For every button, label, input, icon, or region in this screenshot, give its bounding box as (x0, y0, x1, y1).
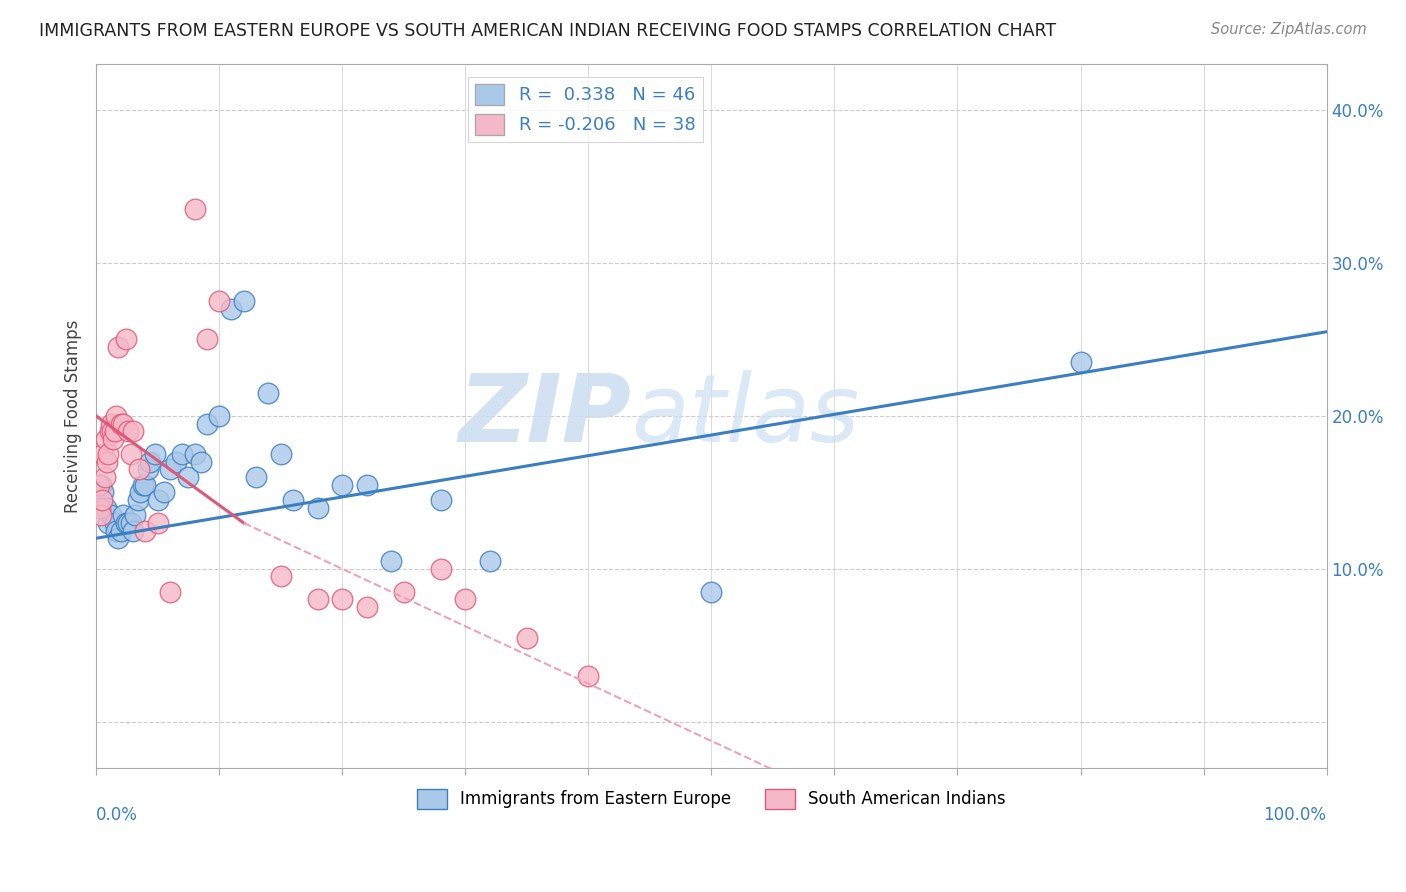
Point (112, 508, 135, 523)
Text: ZIP: ZIP (458, 370, 631, 462)
Point (87, 477, 110, 491)
Legend: R =  0.338   N = 46, R = -0.206   N = 38: R = 0.338 N = 46, R = -0.206 N = 38 (468, 77, 703, 142)
Point (101, 424, 124, 438)
Point (128, 462, 150, 476)
Point (195, 417, 218, 431)
Text: 0.0%: 0.0% (96, 806, 138, 824)
Point (700, 584, 723, 599)
Point (103, 424, 125, 438)
Point (143, 447, 166, 461)
Point (103, 432, 125, 446)
Point (208, 409, 231, 423)
Point (380, 554, 402, 568)
Point (257, 386, 280, 401)
Point (139, 455, 162, 469)
Point (90, 477, 112, 491)
Point (152, 485, 174, 500)
Point (356, 477, 378, 491)
Point (124, 508, 146, 523)
Text: 100.0%: 100.0% (1264, 806, 1327, 824)
Point (104, 409, 127, 423)
Point (208, 294, 231, 309)
Point (221, 301, 243, 316)
Point (183, 447, 205, 461)
Point (132, 477, 155, 491)
Point (134, 477, 156, 491)
Point (356, 600, 378, 615)
Point (159, 584, 181, 599)
Point (98, 424, 121, 438)
Point (330, 477, 353, 491)
Point (454, 592, 477, 607)
Point (110, 524, 132, 538)
Point (159, 462, 181, 476)
Point (245, 470, 267, 484)
Text: IMMIGRANTS FROM EASTERN EUROPE VS SOUTH AMERICAN INDIAN RECEIVING FOOD STAMPS CO: IMMIGRANTS FROM EASTERN EUROPE VS SOUTH … (39, 22, 1056, 40)
Text: Source: ZipAtlas.com: Source: ZipAtlas.com (1211, 22, 1367, 37)
Point (429, 493, 451, 508)
Point (122, 524, 145, 538)
Point (307, 592, 329, 607)
Point (114, 332, 136, 346)
Point (93, 485, 115, 500)
Point (516, 631, 538, 645)
Point (93, 447, 115, 461)
Point (94, 432, 117, 446)
Point (117, 424, 139, 438)
Point (281, 493, 304, 508)
Point (94, 500, 117, 515)
Point (107, 531, 129, 545)
Point (307, 500, 329, 515)
Point (330, 592, 353, 607)
Point (172, 447, 194, 461)
Point (89, 500, 111, 515)
Point (110, 417, 132, 431)
Point (100, 417, 122, 431)
Point (97, 447, 120, 461)
Point (195, 332, 218, 346)
Point (576, 669, 599, 683)
Point (117, 516, 139, 530)
Point (90, 508, 112, 523)
Point (183, 202, 205, 217)
Point (146, 493, 169, 508)
Point (91, 493, 114, 508)
Point (107, 340, 129, 354)
Point (1069, 355, 1091, 369)
Point (122, 424, 145, 438)
Text: atlas: atlas (631, 370, 859, 461)
Point (120, 447, 142, 461)
Point (120, 516, 142, 530)
Point (114, 516, 136, 530)
Point (429, 562, 451, 576)
Point (270, 569, 292, 583)
Point (104, 524, 127, 538)
Point (103, 516, 125, 530)
Point (270, 447, 292, 461)
Point (478, 554, 501, 568)
Point (93, 470, 115, 484)
Point (146, 516, 169, 530)
Point (392, 584, 415, 599)
Point (129, 485, 152, 500)
Point (96, 455, 118, 469)
Y-axis label: Receiving Food Stamps: Receiving Food Stamps (65, 319, 82, 513)
Point (134, 524, 156, 538)
Point (112, 417, 135, 431)
Point (165, 455, 187, 469)
Point (100, 508, 122, 523)
Point (136, 462, 159, 476)
Point (232, 294, 254, 309)
Point (127, 493, 149, 508)
Point (177, 470, 200, 484)
Point (190, 455, 212, 469)
Point (97, 516, 120, 530)
